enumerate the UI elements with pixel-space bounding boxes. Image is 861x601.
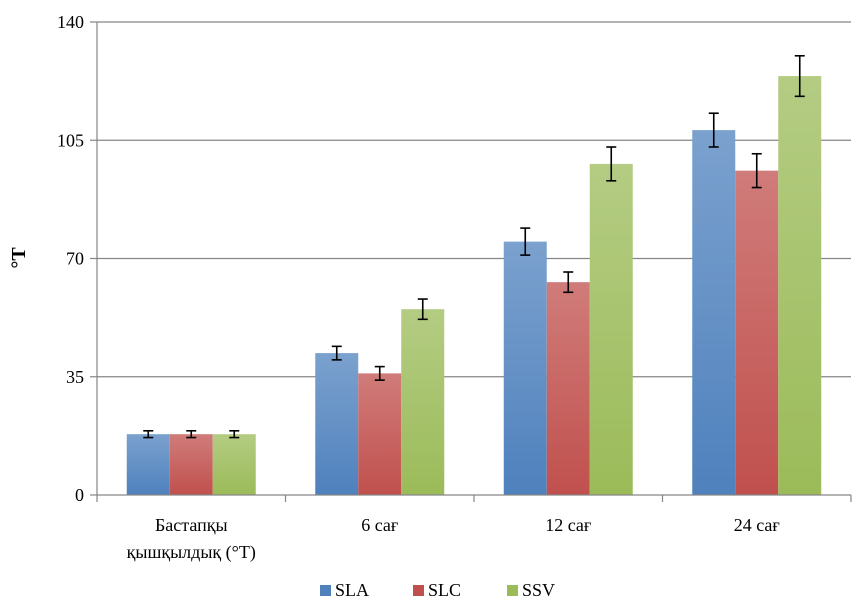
y-tick-labels: 0 35 70 105 140 xyxy=(57,12,84,505)
x-category-label: Бастапқы xyxy=(155,515,228,535)
bar-ssv xyxy=(401,309,444,495)
x-category-label: 12 сағ xyxy=(545,515,591,535)
bar-ssv xyxy=(778,76,821,495)
bar-slc xyxy=(547,282,590,495)
y-tick-label: 140 xyxy=(57,12,84,32)
bar-sla xyxy=(504,242,547,495)
y-tick-label: 35 xyxy=(66,367,84,387)
x-category-label: 24 сағ xyxy=(734,515,780,535)
y-axis-title: °T xyxy=(8,247,30,269)
bar-sla xyxy=(692,130,735,495)
legend: SLA SLC SSV xyxy=(320,580,555,600)
bar-slc xyxy=(735,171,778,495)
y-tick-label: 0 xyxy=(75,485,84,505)
legend-label-ssv: SSV xyxy=(522,580,555,600)
legend-label-slc: SLC xyxy=(428,580,461,600)
bar-slc xyxy=(358,373,401,495)
legend-swatch-slc xyxy=(413,585,424,596)
x-category-label: қышқылдық (°T) xyxy=(127,542,256,563)
x-category-labels: Бастапқы қышқылдық (°T) 6 сағ 12 сағ 24 сағ xyxy=(127,515,780,563)
bar-ssv xyxy=(590,164,633,495)
y-tick-label: 105 xyxy=(57,130,84,150)
y-tick-label: 70 xyxy=(66,249,84,269)
bar-sla xyxy=(315,353,358,495)
bar-slc xyxy=(170,434,213,495)
bar-sla xyxy=(127,434,170,495)
legend-swatch-sla xyxy=(320,585,331,596)
x-category-label: 6 сағ xyxy=(361,515,398,535)
bars xyxy=(127,76,822,495)
legend-label-sla: SLA xyxy=(335,580,369,600)
bar-ssv xyxy=(213,434,256,495)
legend-swatch-ssv xyxy=(507,585,518,596)
